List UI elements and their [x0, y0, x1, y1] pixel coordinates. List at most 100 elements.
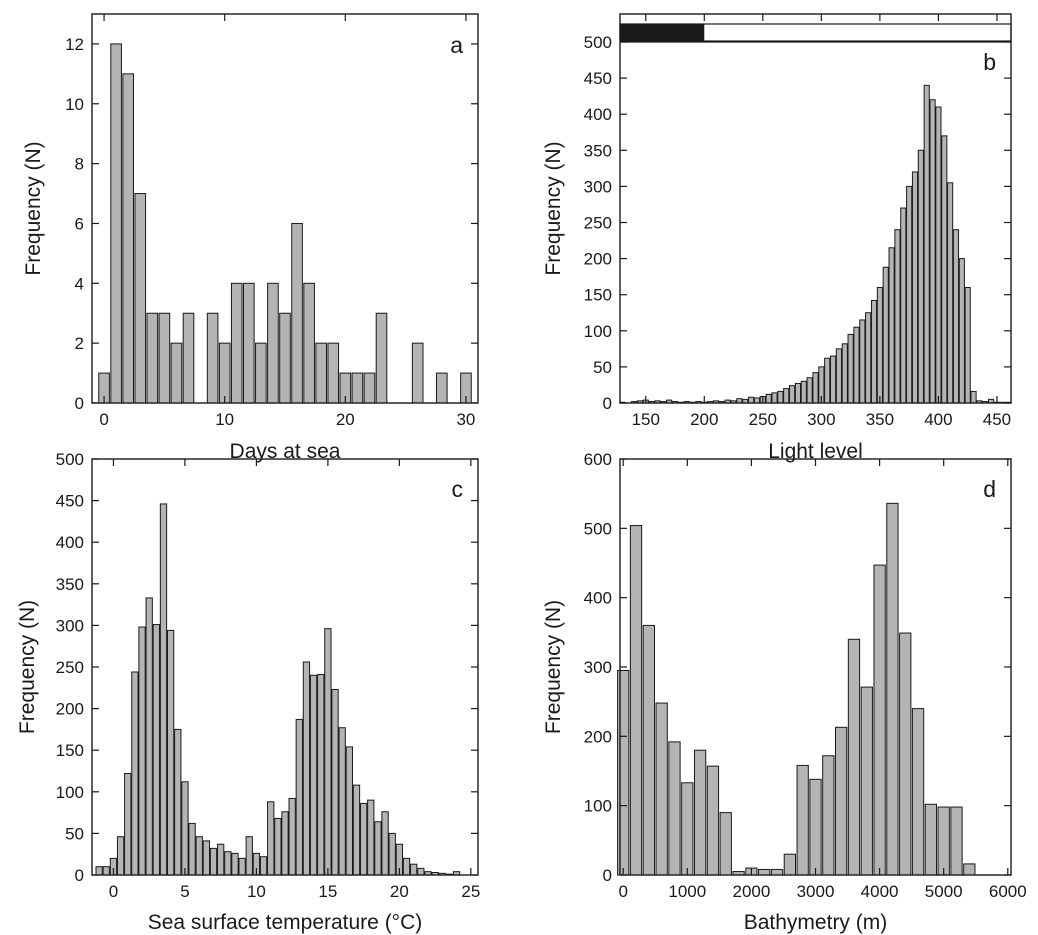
bar-a-1: [110, 43, 122, 404]
panel-label: d: [983, 476, 996, 502]
bar-d-0: [617, 669, 630, 876]
bar-a-15: [291, 222, 303, 404]
bar-a-20: [351, 372, 364, 404]
bar-d-26: [950, 806, 963, 876]
y-tick-label: 8: [75, 155, 84, 174]
bar-c-12: [181, 781, 189, 876]
y-tick-label: 600: [584, 450, 612, 469]
bar-a-24: [436, 372, 448, 404]
bar-d-5: [681, 782, 694, 876]
bar-b-31: [800, 380, 807, 404]
bar-d-3: [655, 702, 668, 876]
bar-d-1: [629, 525, 643, 876]
bar-b-58: [958, 258, 965, 404]
bar-b-57: [952, 229, 960, 404]
bar-c-41: [388, 832, 396, 876]
bar-c-35: [345, 746, 353, 876]
y-axis-title: Frequency (N): [16, 600, 39, 734]
x-tick-label: 150: [632, 410, 660, 429]
bar-c-39: [374, 821, 382, 876]
bar-a-16: [303, 282, 315, 404]
bar-d-27: [963, 863, 976, 876]
bar-d-7: [706, 765, 720, 876]
bar-c-1: [102, 866, 110, 876]
y-tick-label: 200: [584, 250, 612, 269]
bar-a-14: [279, 312, 291, 404]
x-axis-title: Light level: [768, 440, 863, 463]
plot-frame-a: [91, 13, 479, 404]
bar-c-28: [295, 718, 303, 876]
bar-c-24: [267, 801, 275, 876]
bar-c-37: [359, 802, 368, 876]
x-tick-label: 450: [983, 410, 1011, 429]
bar-d-24: [924, 803, 938, 876]
bar-c-14: [195, 836, 203, 876]
bar-b-51: [917, 149, 924, 404]
bar-c-31: [317, 673, 325, 876]
bar-b-60: [970, 390, 977, 404]
bar-c-6: [138, 626, 146, 876]
bar-b-41: [859, 319, 866, 404]
x-tick-label: 25: [461, 882, 480, 901]
bar-b-45: [882, 266, 889, 404]
y-tick-label: 450: [56, 492, 84, 511]
bar-b-32: [806, 377, 813, 404]
x-tick-label: 1000: [668, 882, 706, 901]
bar-d-15: [809, 778, 822, 876]
bar-c-15: [202, 840, 211, 876]
bar-a-6: [170, 342, 183, 404]
bar-a-23: [411, 342, 424, 404]
y-tick-label: 6: [75, 214, 84, 233]
bar-d-22: [899, 632, 912, 876]
x-tick-label: 6000: [989, 882, 1027, 901]
x-tick-label: 0: [99, 410, 108, 429]
bar-c-8: [152, 624, 160, 876]
bar-a-7: [182, 312, 195, 404]
bar-d-23: [911, 708, 925, 876]
bar-a-21: [363, 372, 376, 404]
y-tick-label: 100: [56, 783, 84, 802]
bar-a-3: [134, 193, 147, 404]
bar-b-33: [812, 372, 819, 404]
bar-d-11: [758, 868, 771, 876]
bar-d-2: [642, 624, 655, 876]
y-tick-label: 0: [75, 394, 84, 413]
y-axis-title: Frequency (N): [542, 141, 565, 275]
bar-a-11: [243, 282, 255, 404]
bar-c-7: [145, 597, 153, 876]
x-tick-label: 400: [924, 410, 952, 429]
y-tick-label: 4: [75, 274, 84, 293]
x-tick-label: 200: [690, 410, 718, 429]
bar-a-4: [146, 312, 159, 404]
bar-c-0: [95, 866, 103, 876]
y-tick-label: 10: [65, 95, 84, 114]
bar-d-16: [822, 755, 835, 876]
y-tick-label: 400: [56, 533, 84, 552]
bar-d-18: [847, 638, 861, 876]
y-tick-label: 0: [603, 394, 612, 413]
bar-c-30: [309, 674, 318, 876]
bar-b-29: [789, 385, 796, 404]
bar-d-25: [937, 806, 950, 876]
bar-c-29: [302, 661, 311, 876]
bar-d-21: [886, 502, 899, 876]
bar-d-12: [770, 868, 784, 876]
y-axis-title: Frequency (N): [22, 141, 45, 275]
bar-b-22: [748, 396, 755, 404]
y-tick-label: 300: [584, 658, 612, 677]
x-axis-title: Sea surface temperature (°C): [148, 911, 423, 934]
bar-c-16: [209, 847, 218, 876]
chart-panel-b: 150 200 250 300 350 400 450 0 50 100 150 200 250 300 3…: [542, 13, 1012, 463]
y-tick-label: 250: [584, 214, 612, 233]
bar-d-13: [783, 853, 796, 876]
y-tick-label: 150: [56, 741, 84, 760]
bar-c-9: [159, 503, 168, 876]
bar-c-13: [188, 822, 196, 876]
bar-d-19: [860, 686, 873, 876]
x-tick-label: 30: [456, 410, 475, 429]
bar-c-18: [224, 851, 232, 876]
bar-b-54: [935, 106, 942, 404]
bar-d-20: [873, 564, 886, 876]
bar-a-12: [255, 342, 267, 404]
